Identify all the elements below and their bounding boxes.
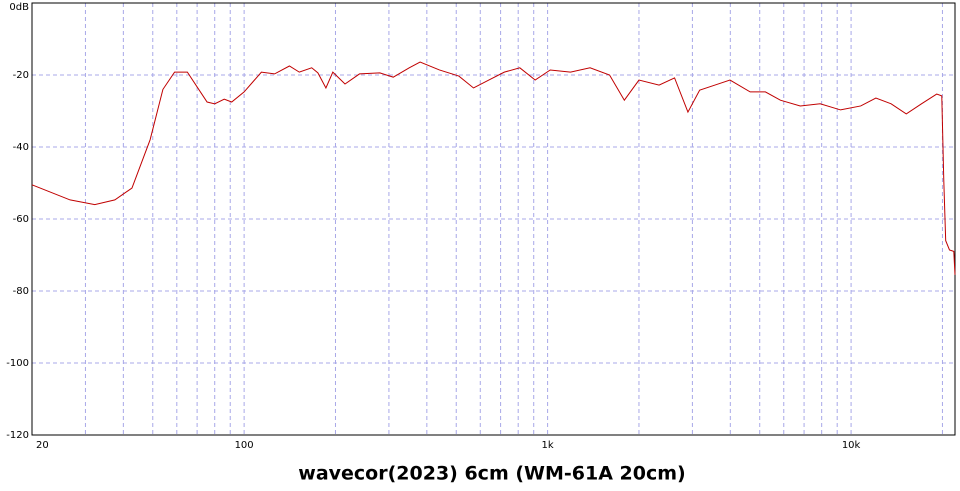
y-tick-label: -120 (6, 430, 29, 441)
x-tick-label: 20 (36, 440, 49, 451)
plot-frame (31, 2, 956, 436)
y-tick-label: -60 (13, 214, 29, 225)
y-tick-label: -20 (13, 70, 29, 81)
y-tick-label: -40 (13, 142, 29, 153)
y-tick-label: -100 (6, 358, 29, 369)
y-tick-label: -80 (13, 286, 29, 297)
x-tick-label: 100 (235, 440, 254, 451)
x-tick-label: 1k (542, 440, 554, 451)
response-line (31, 61, 956, 275)
y-tick-label: 0dB (9, 2, 29, 13)
x-tick-label: 10k (842, 440, 861, 451)
chart-title: wavecor(2023) 6cm (WM-61A 20cm) (298, 463, 685, 485)
